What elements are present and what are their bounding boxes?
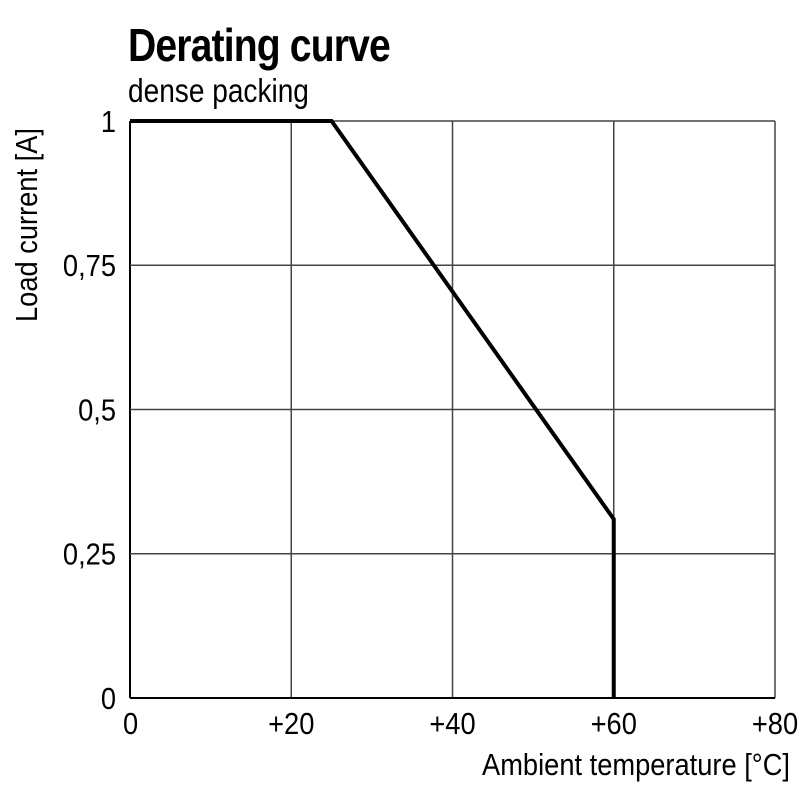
- y-tick-label: 0,5: [78, 394, 116, 428]
- derating-line: [130, 119, 616, 698]
- series: [130, 119, 616, 698]
- x-axis-label: Ambient temperature [°C]: [482, 748, 790, 782]
- y-tick-label: 1: [101, 105, 116, 139]
- y-axis-label: Load current [A]: [10, 128, 44, 322]
- y-tick-label: 0,25: [63, 538, 116, 572]
- x-tick-label: +60: [591, 707, 637, 741]
- chart-subtitle: dense packing: [128, 72, 309, 109]
- x-tick-label: +40: [429, 707, 475, 741]
- x-tick-label: +20: [268, 707, 314, 741]
- grid: [129, 120, 776, 699]
- x-tick-label: +80: [752, 707, 798, 741]
- chart-title: Derating curve: [128, 19, 391, 71]
- y-tick-label: 0,75: [63, 250, 116, 284]
- tick-labels: 0 +20 +40 +60 +80 0 0,25 0,5 0,75 1: [63, 105, 798, 741]
- y-tick-label: 0: [101, 682, 116, 716]
- x-tick-label: 0: [123, 707, 138, 741]
